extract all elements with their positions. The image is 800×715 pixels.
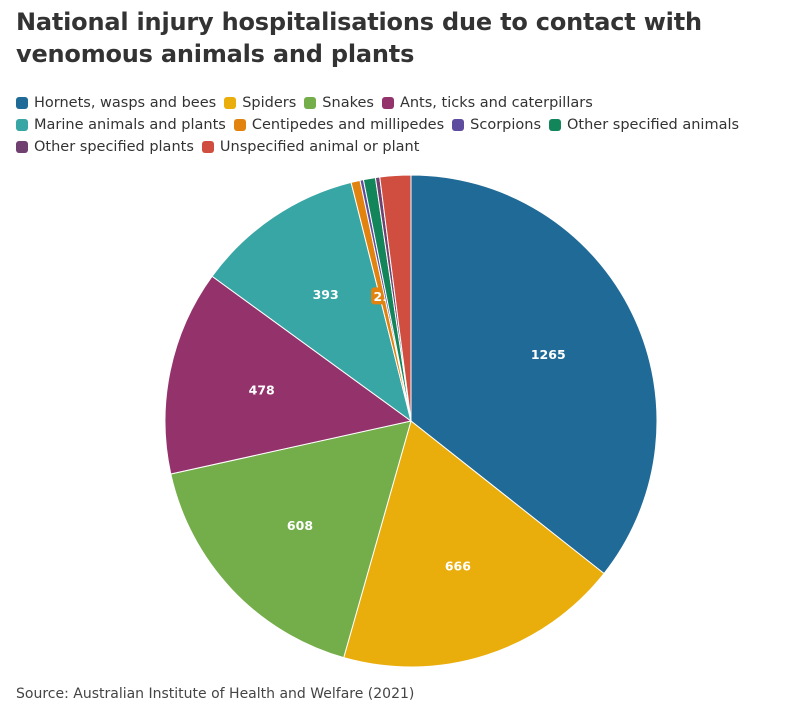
legend-swatch: [16, 97, 28, 109]
pie-slice[interactable]: [211, 181, 412, 423]
legend-swatch: [452, 119, 465, 131]
pie-slice[interactable]: [410, 174, 658, 575]
legend-swatch: [381, 97, 394, 109]
legend-swatch: [224, 97, 237, 109]
legend-swatch: [233, 119, 246, 131]
chart-title: National injury hospitalisations due to …: [16, 8, 702, 68]
legend-swatch: [16, 119, 28, 131]
slice-value-label: 478: [249, 382, 275, 397]
legend: Hornets, wasps and bees Spiders Snakes Ants…: [16, 92, 786, 158]
source-note: Source: Australian Institute of Health a…: [16, 686, 415, 702]
legend-item[interactable]: Other specified animals: [549, 114, 739, 136]
legend-label: Other specified plants: [34, 139, 194, 155]
slice-value-label: 393: [313, 287, 339, 302]
legend-item[interactable]: Hornets, wasps and bees: [16, 92, 216, 114]
legend-label: Snakes: [322, 95, 374, 111]
legend-item[interactable]: Marine animals and plants: [16, 114, 226, 136]
slice-value-label: 666: [445, 559, 471, 574]
legend-label: Marine animals and plants: [34, 117, 226, 133]
legend-swatch: [304, 97, 317, 109]
legend-label: Hornets, wasps and bees: [34, 95, 217, 111]
legend-item[interactable]: Ants, ticks and caterpillars: [381, 92, 593, 114]
legend-item[interactable]: Snakes: [304, 92, 374, 114]
legend-item[interactable]: Centipedes and millipedes: [233, 114, 445, 136]
legend-label: Other specified animals: [567, 117, 740, 133]
legend-item[interactable]: Spiders: [224, 92, 296, 114]
legend-swatch: [16, 141, 28, 153]
pie-slice[interactable]: [379, 174, 412, 422]
pie-slice[interactable]: [164, 275, 413, 475]
slice-value-label: 1265: [531, 347, 566, 362]
legend-swatch: [201, 141, 214, 153]
slice-value-label: 608: [287, 518, 313, 533]
legend-swatch: [549, 119, 562, 131]
legend-label: Scorpions: [470, 117, 542, 133]
legend-label: Unspecified animal or plant: [219, 139, 420, 155]
legend-item[interactable]: Scorpions: [452, 114, 541, 136]
legend-item[interactable]: Unspecified animal or plant: [201, 136, 420, 158]
legend-label: Centipedes and millipedes: [251, 117, 445, 133]
legend-label: Ants, ticks and caterpillars: [399, 95, 593, 111]
legend-item[interactable]: Other specified plants: [16, 136, 194, 158]
pie-slice[interactable]: [343, 420, 605, 668]
legend-label: Spiders: [242, 95, 297, 111]
pie-slice[interactable]: [170, 420, 412, 659]
